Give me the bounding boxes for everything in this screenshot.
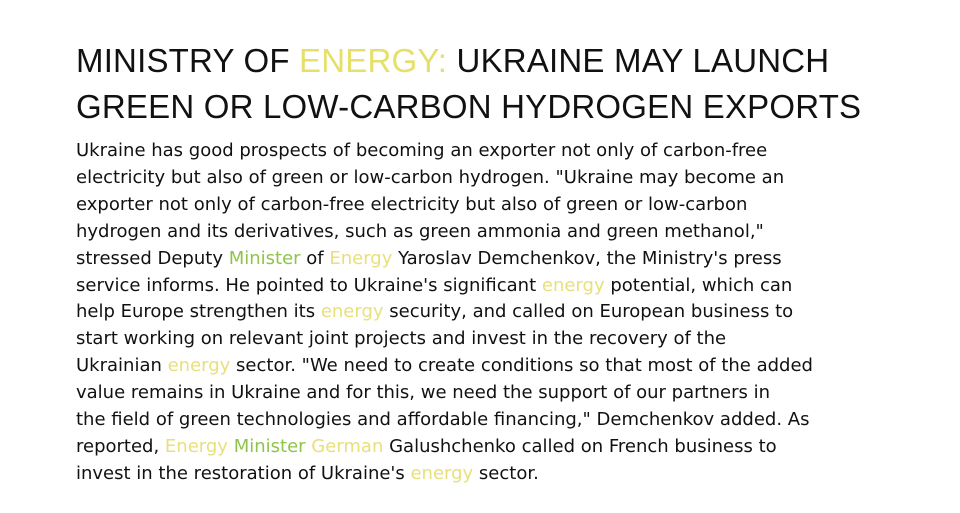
body-text-span: security, and called on European busines… xyxy=(383,301,794,323)
body-text-span: Galushchenko called on French business t… xyxy=(383,435,777,457)
article-body: Ukraine has good prospects of becoming a… xyxy=(76,138,916,488)
keyword-link-energy[interactable]: energy xyxy=(410,462,474,484)
body-text-span: help Europe strengthen its xyxy=(76,301,321,323)
body-text-span: sector. xyxy=(473,462,539,484)
body-text-span: potential, which can xyxy=(604,274,793,296)
body-line: reported, Energy Minister German Galushc… xyxy=(76,434,916,461)
body-line: the field of green technologies and affo… xyxy=(76,409,810,431)
body-text-span: Yaroslav Demchenkov, the Ministry's pres… xyxy=(392,247,782,269)
keyword-link-energy[interactable]: Energy xyxy=(329,247,393,269)
body-text-span: stressed Deputy xyxy=(76,247,229,269)
keyword-link-energy[interactable]: Energy xyxy=(164,435,228,457)
keyword-link-energy[interactable]: energy xyxy=(320,301,384,323)
headline-line2: GREEN OR LOW-CARBON HYDROGEN EXPORTS xyxy=(76,88,862,125)
body-text-span: invest in the restoration of Ukraine's xyxy=(76,462,411,484)
body-line: help Europe strengthen its energy securi… xyxy=(76,299,916,326)
body-text-span: service informs. He pointed to Ukraine's… xyxy=(76,274,542,296)
headline-energy-tag[interactable]: ENERGY: xyxy=(299,42,448,79)
body-text-span: reported, xyxy=(76,435,165,457)
keyword-link-minister[interactable]: Minister xyxy=(233,435,306,457)
news-article: MINISTRY OF ENERGY: UKRAINE MAY LAUNCH G… xyxy=(76,38,916,488)
keyword-link-energy[interactable]: energy xyxy=(541,274,605,296)
body-line: Ukrainian energy sector. "We need to cre… xyxy=(76,353,916,380)
headline-part1: MINISTRY OF xyxy=(76,42,300,79)
keyword-link-minister[interactable]: Minister xyxy=(228,247,301,269)
body-text-span: Ukrainian xyxy=(76,355,168,377)
body-line: exporter not only of carbon-free electri… xyxy=(76,193,748,215)
body-line: stressed Deputy Minister of Energy Yaros… xyxy=(76,246,916,273)
keyword-link-energy[interactable]: energy xyxy=(167,355,231,377)
keyword-link-german[interactable]: German xyxy=(311,435,384,457)
body-text-span: of xyxy=(300,247,330,269)
article-headline: MINISTRY OF ENERGY: UKRAINE MAY LAUNCH G… xyxy=(76,38,916,130)
body-line: invest in the restoration of Ukraine's e… xyxy=(76,461,916,488)
body-text-span: sector. "We need to create conditions so… xyxy=(230,355,813,377)
body-line: service informs. He pointed to Ukraine's… xyxy=(76,273,916,300)
body-line: Ukraine has good prospects of becoming a… xyxy=(76,140,768,161)
body-line: electricity but also of green or low-car… xyxy=(76,166,785,188)
headline-part2: UKRAINE MAY LAUNCH xyxy=(447,42,830,79)
body-line: start working on relevant joint projects… xyxy=(76,328,727,350)
body-line: hydrogen and its derivatives, such as gr… xyxy=(76,220,764,242)
body-line: value remains in Ukraine and for this, w… xyxy=(76,382,770,404)
